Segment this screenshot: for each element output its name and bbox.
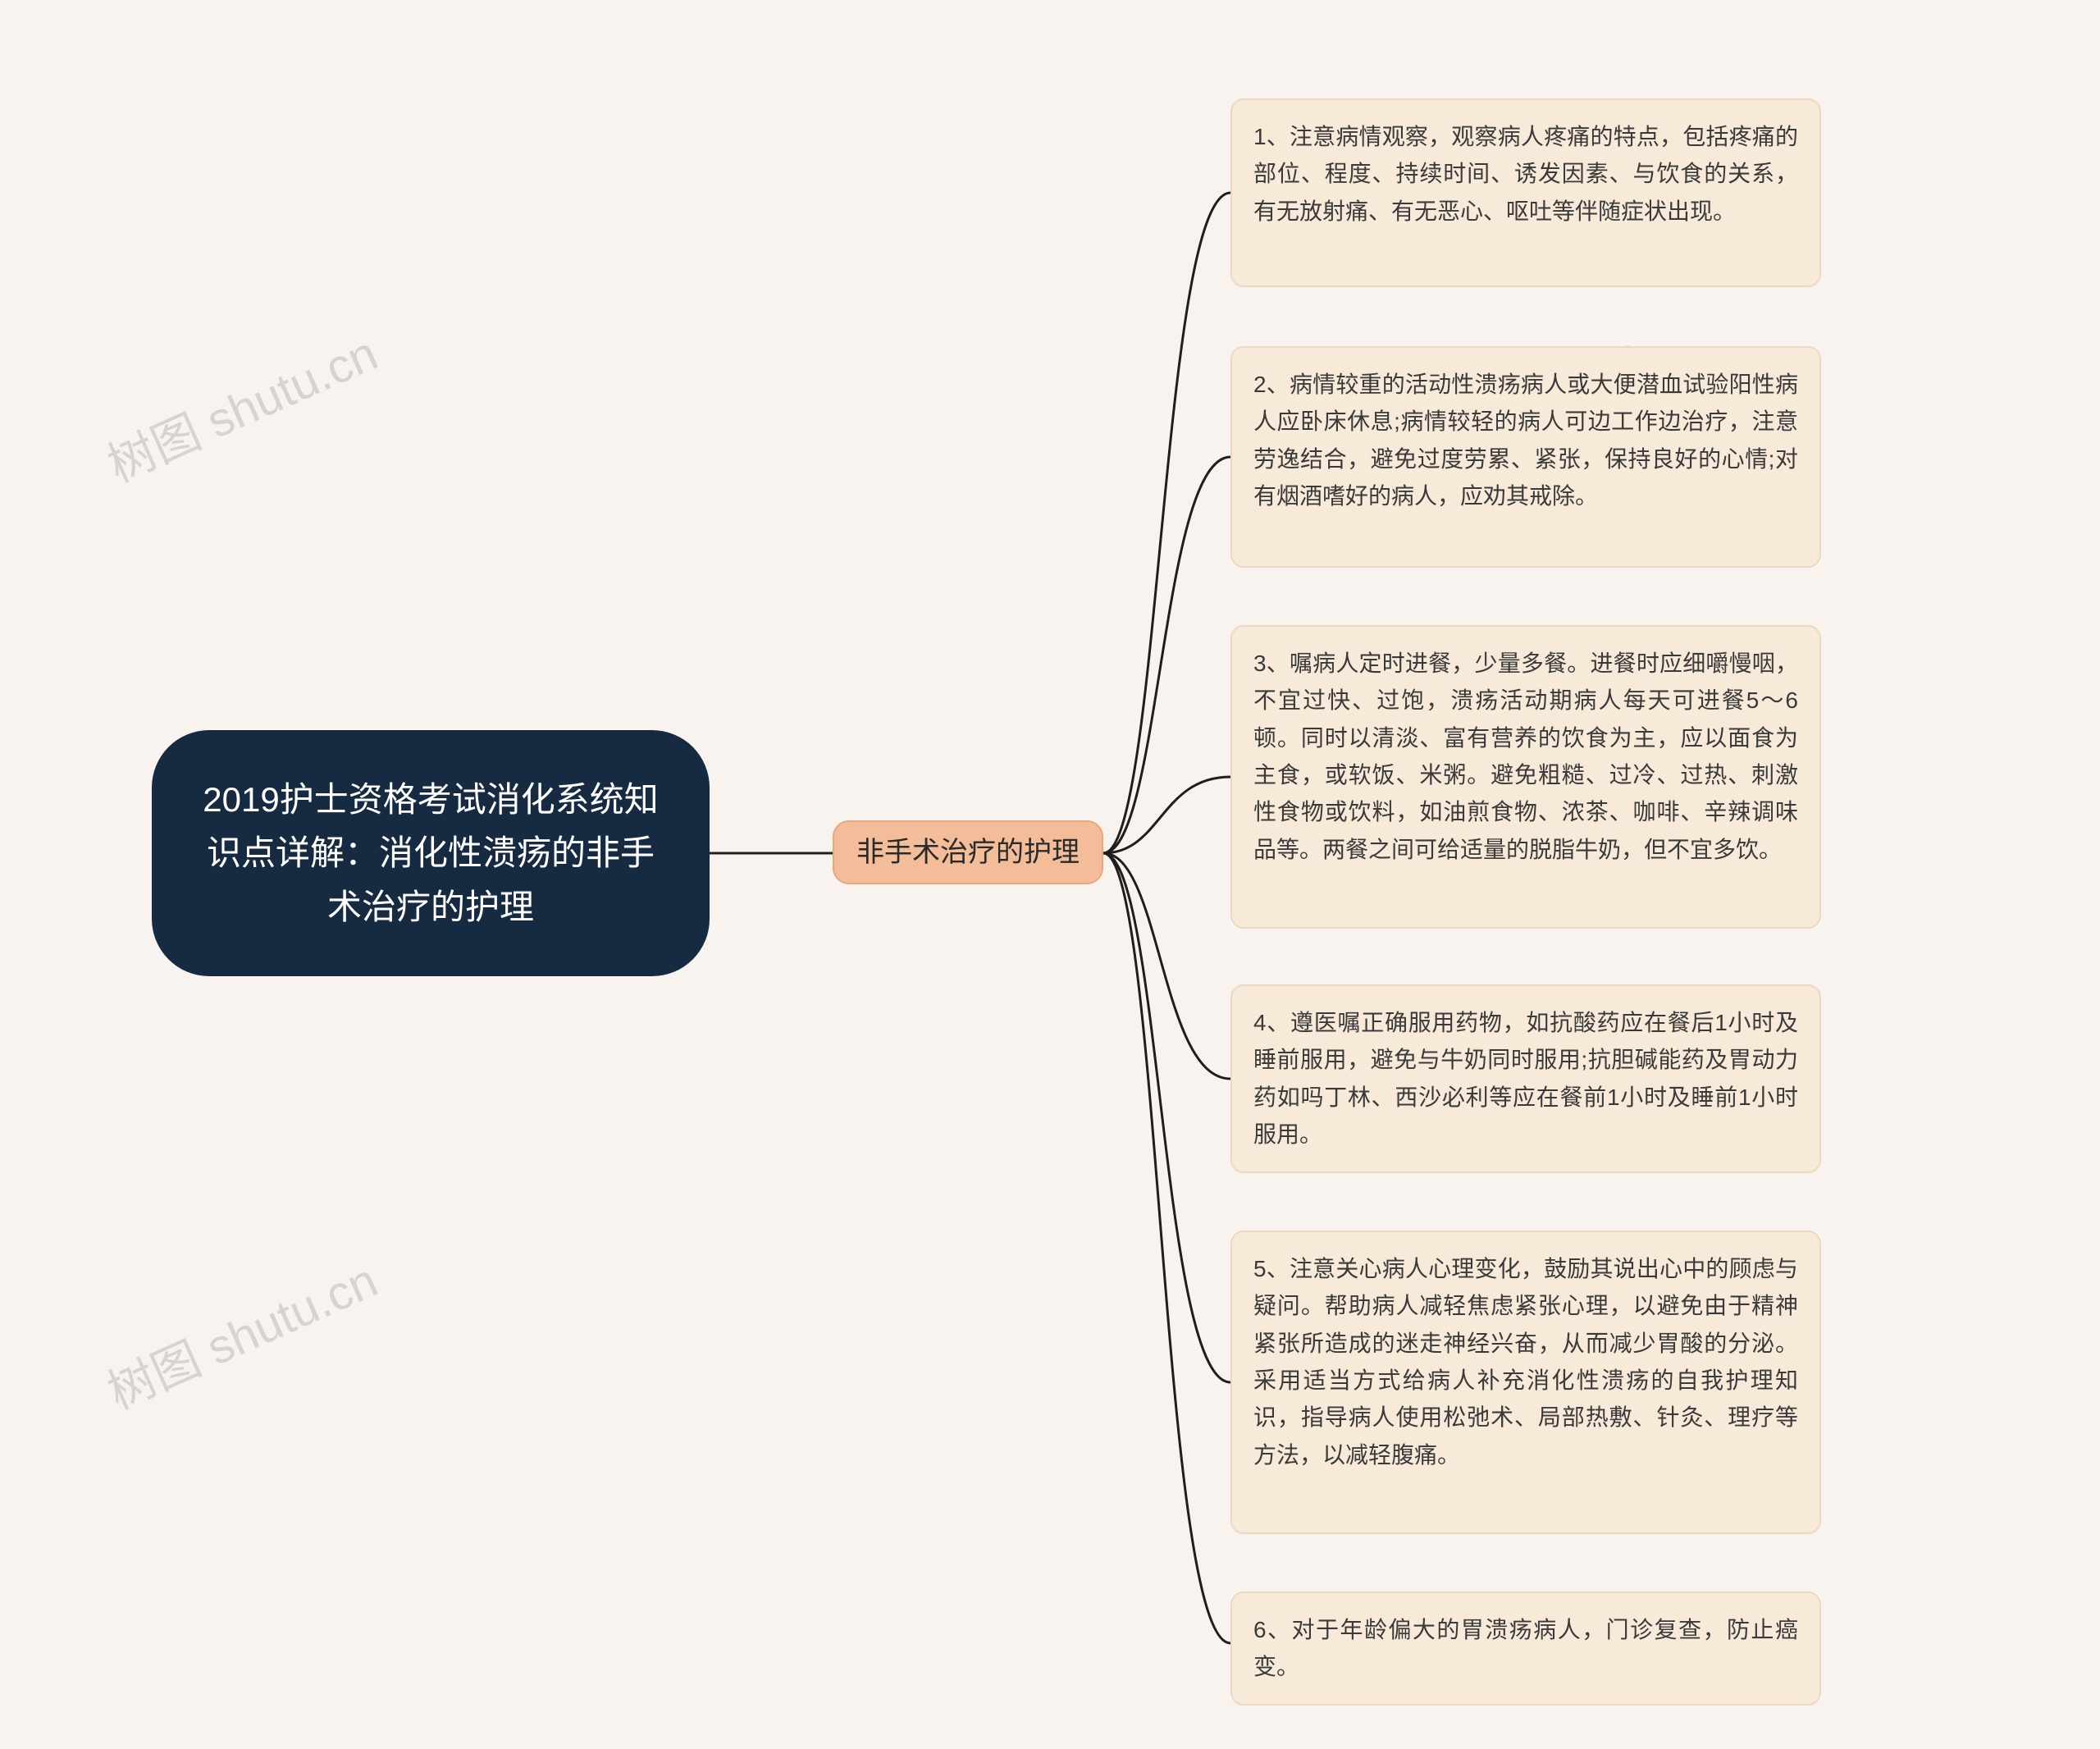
- root-node[interactable]: 2019护士资格考试消化系统知识点详解：消化性溃疡的非手术治疗的护理: [152, 730, 710, 976]
- leaf-label: 1、注意病情观察，观察病人疼痛的特点，包括疼痛的部位、程度、持续时间、诱发因素、…: [1253, 118, 1798, 230]
- leaf-node[interactable]: 4、遵医嘱正确服用药物，如抗酸药应在餐后1小时及睡前服用，避免与牛奶同时服用;抗…: [1230, 984, 1821, 1173]
- branch-node[interactable]: 非手术治疗的护理: [833, 820, 1103, 884]
- root-label: 2019护士资格考试消化系统知识点详解：消化性溃疡的非手术治疗的护理: [199, 773, 662, 933]
- leaf-node[interactable]: 1、注意病情观察，观察病人疼痛的特点，包括疼痛的部位、程度、持续时间、诱发因素、…: [1230, 98, 1821, 287]
- leaf-node[interactable]: 2、病情较重的活动性溃疡病人或大便潜血试验阳性病人应卧床休息;病情较轻的病人可边…: [1230, 346, 1821, 568]
- leaf-label: 2、病情较重的活动性溃疡病人或大便潜血试验阳性病人应卧床休息;病情较轻的病人可边…: [1253, 366, 1798, 514]
- leaf-label: 6、对于年龄偏大的胃溃疡病人，门诊复查，防止癌变。: [1253, 1611, 1798, 1686]
- leaf-label: 5、注意关心病人心理变化，鼓励其说出心中的顾虑与疑问。帮助病人减轻焦虑紧张心理，…: [1253, 1250, 1798, 1473]
- branch-label: 非手术治疗的护理: [856, 831, 1080, 874]
- leaf-node[interactable]: 3、嘱病人定时进餐，少量多餐。进餐时应细嚼慢咽，不宜过快、过饱，溃疡活动期病人每…: [1230, 625, 1821, 929]
- mindmap-canvas: 树图 shutu.cn 树图 shutu.cn 树图 shutu.cn 树图 s…: [0, 0, 2100, 1749]
- leaf-label: 4、遵医嘱正确服用药物，如抗酸药应在餐后1小时及睡前服用，避免与牛奶同时服用;抗…: [1253, 1004, 1798, 1153]
- leaf-node[interactable]: 6、对于年龄偏大的胃溃疡病人，门诊复查，防止癌变。: [1230, 1591, 1821, 1706]
- leaf-node[interactable]: 5、注意关心病人心理变化，鼓励其说出心中的顾虑与疑问。帮助病人减轻焦虑紧张心理，…: [1230, 1231, 1821, 1534]
- leaf-label: 3、嘱病人定时进餐，少量多餐。进餐时应细嚼慢咽，不宜过快、过饱，溃疡活动期病人每…: [1253, 645, 1798, 868]
